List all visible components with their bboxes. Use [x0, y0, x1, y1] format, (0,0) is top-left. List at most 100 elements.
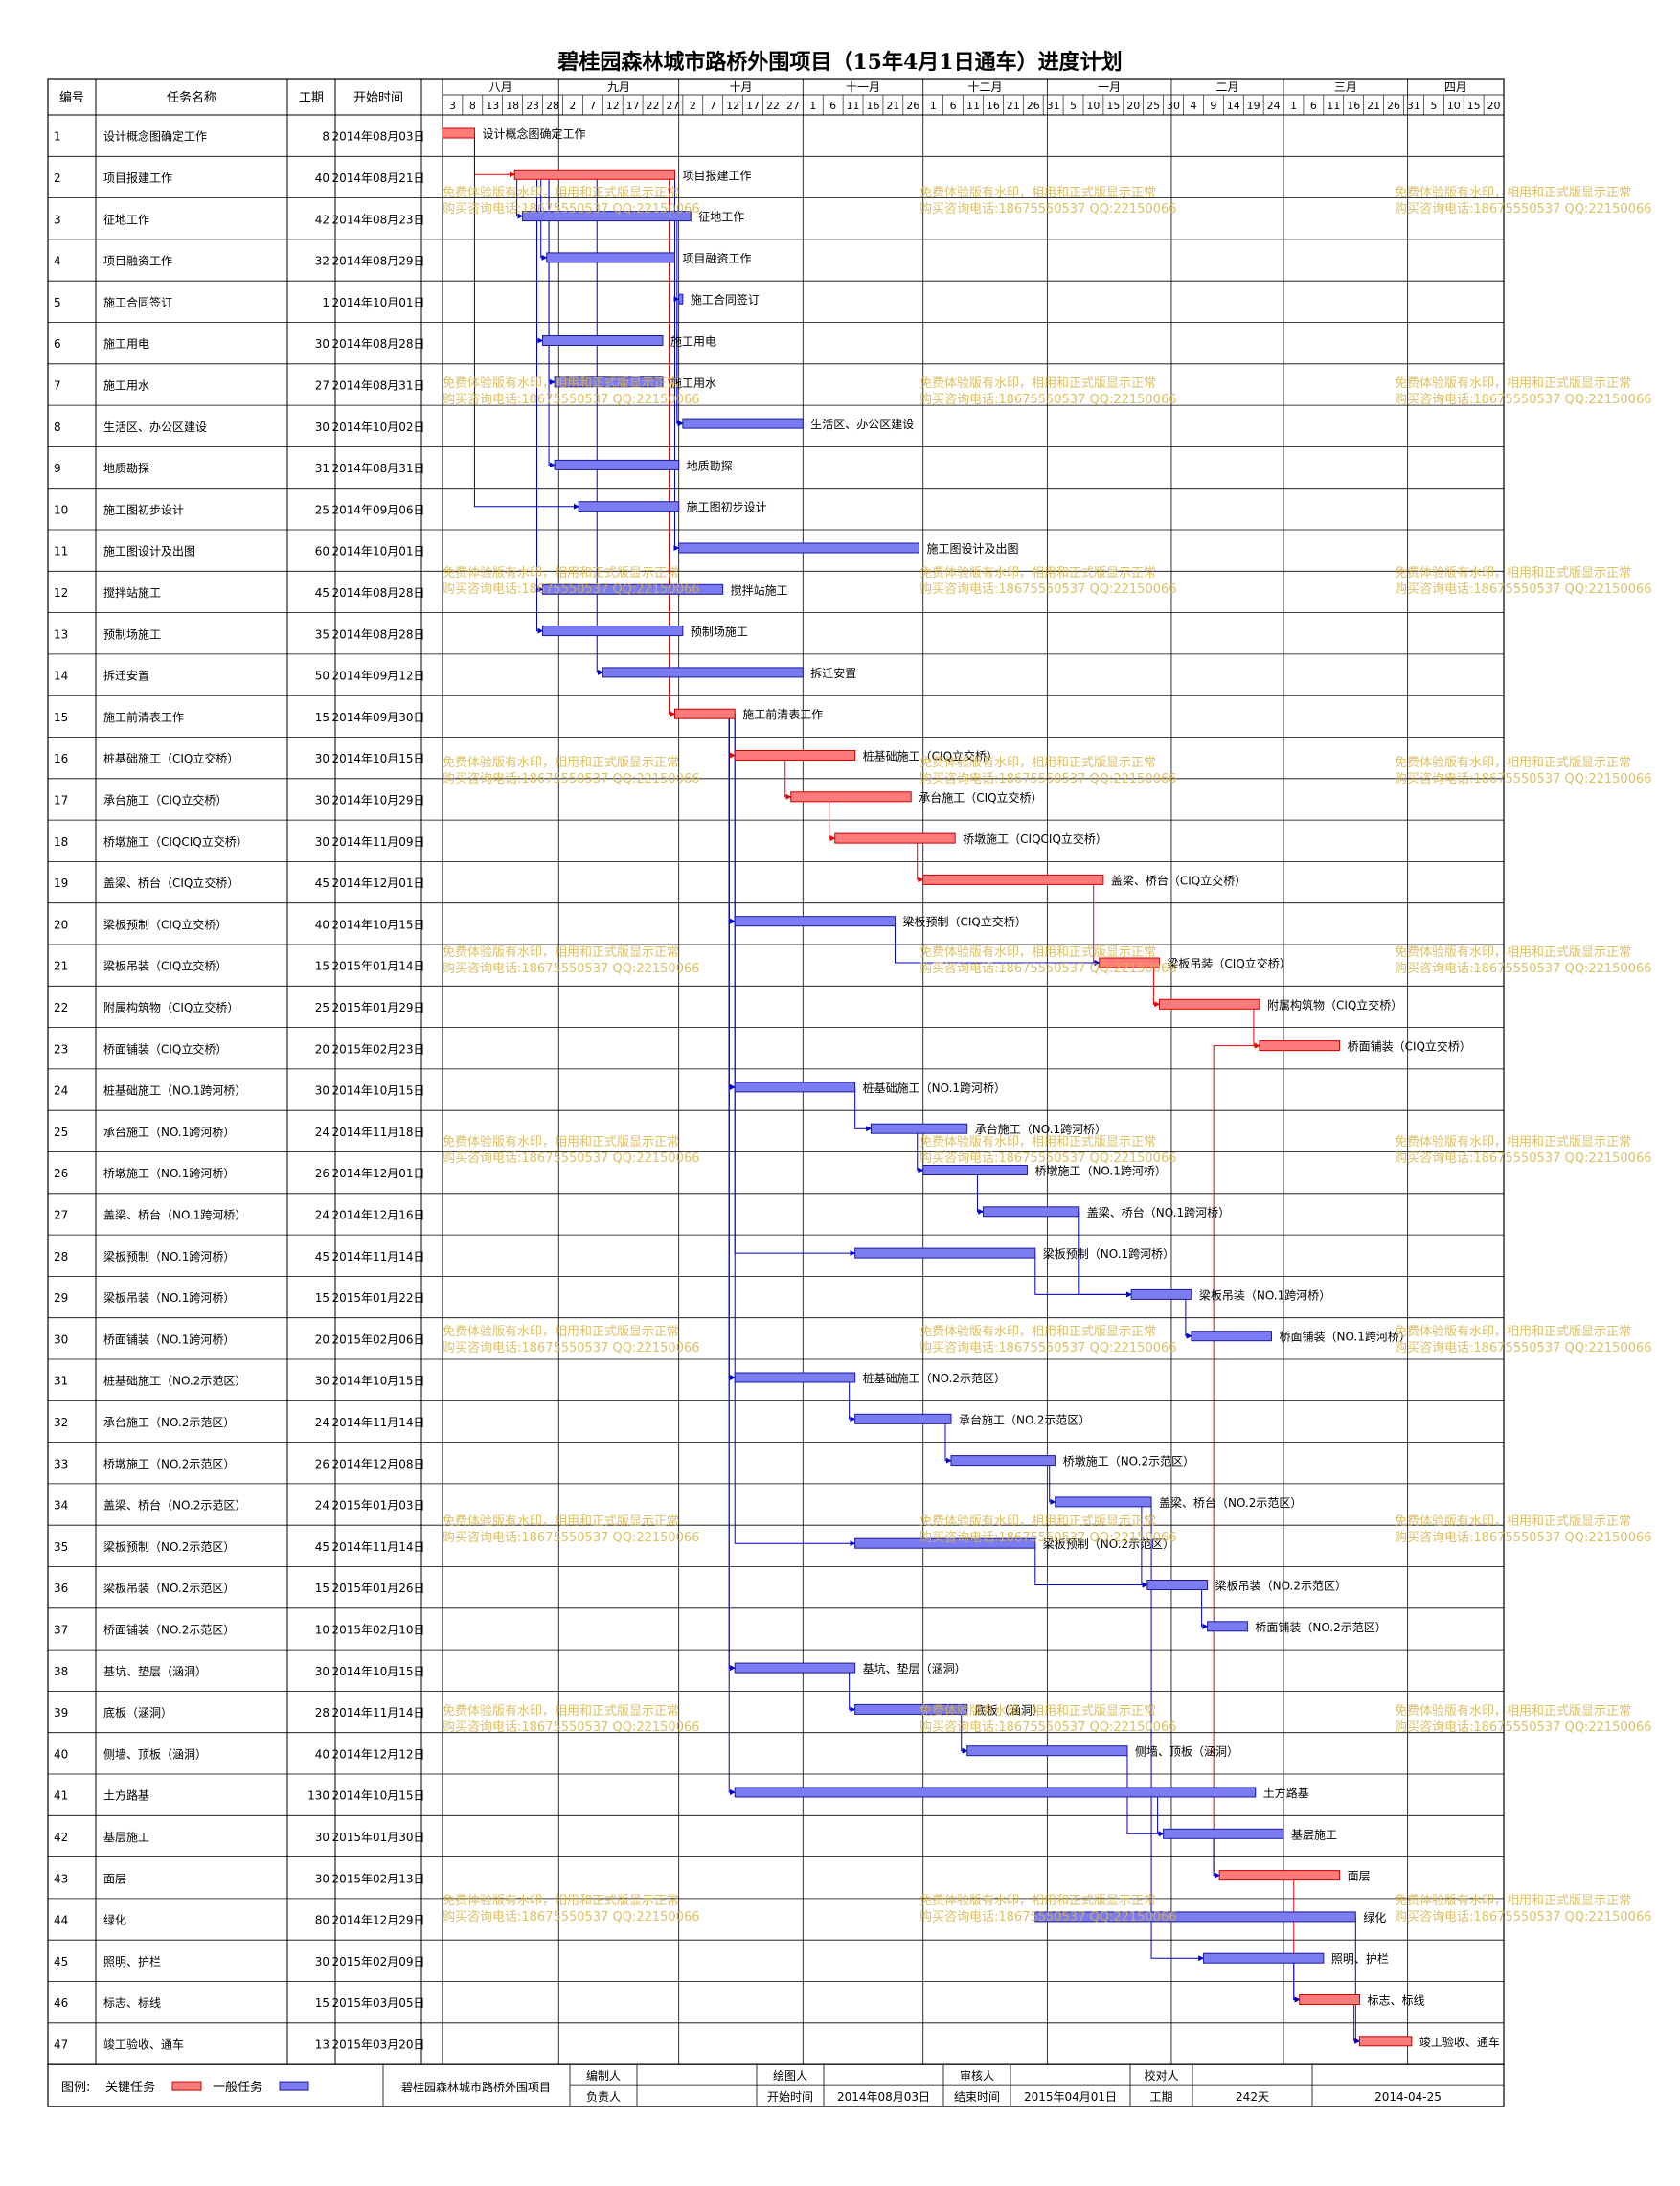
task-bar-label: 盖梁、桥台（NO.1跨河桥）: [1087, 1205, 1230, 1219]
task-start: 2014年08月23日: [331, 213, 424, 226]
footer-reviewer-label: 审核人: [960, 2068, 994, 2083]
task-duration: 40: [315, 171, 329, 185]
day-tick-label: 1: [1290, 100, 1297, 112]
day-tick-label: 5: [1430, 100, 1437, 112]
task-name: 承台施工（NO.1跨河桥）: [103, 1125, 235, 1139]
task-bar-label: 土方路基: [1263, 1786, 1309, 1800]
task-start: 2015年01月29日: [331, 1001, 424, 1014]
day-tick-label: 26: [1387, 100, 1400, 112]
task-name: 征地工作: [103, 213, 149, 226]
watermark-text: 免费体验版有水印，相用和正式版显示正常: [443, 376, 679, 391]
task-duration: 45: [315, 1540, 329, 1554]
task-duration: 30: [315, 421, 329, 434]
task-bar-label: 搅拌站施工: [731, 582, 788, 597]
task-id: 38: [54, 1665, 68, 1678]
footer-end-label: 结束时间: [954, 2090, 1000, 2104]
task-duration: 45: [315, 877, 329, 890]
normal-task-bar: [1163, 1828, 1284, 1839]
watermark-text: 免费体验版有水印，相用和正式版显示正常: [443, 1893, 679, 1908]
task-id: 21: [54, 960, 68, 973]
task-bar-label: 承台施工（CIQ立交桥）: [919, 790, 1042, 805]
task-duration: 45: [315, 586, 329, 600]
day-tick-label: 16: [866, 100, 879, 112]
dependency-link: [944, 1418, 952, 1464]
task-id: 33: [54, 1457, 68, 1470]
task-id: 41: [54, 1789, 68, 1803]
day-tick-label: 1: [809, 100, 816, 112]
task-bar-label: 桥面铺装（CIQ立交桥）: [1348, 1039, 1471, 1054]
task-duration: 28: [315, 1706, 329, 1719]
task-bar-label: 项目融资工作: [683, 252, 752, 265]
dependency-link: [1150, 1501, 1205, 1962]
task-start: 2015年02月10日: [331, 1623, 424, 1636]
header-start: 开始时间: [353, 91, 403, 105]
dependency-link: [728, 713, 736, 759]
normal-task-bar: [734, 1082, 856, 1093]
task-start: 2015年01月03日: [331, 1499, 424, 1513]
dependency-link: [728, 713, 736, 1090]
task-start: 2014年11月09日: [331, 835, 424, 849]
task-name: 梁板吊装（CIQ立交桥）: [103, 959, 227, 973]
task-bar-label: 桥墩施工（CIQCIQ立交桥）: [963, 831, 1107, 846]
month-label: 三月: [1334, 80, 1357, 94]
watermark-text: 购买咨询电话:18675550537 QQ:22150066: [443, 1150, 700, 1166]
task-name: 盖梁、桥台（CIQ立交桥）: [103, 876, 238, 890]
dependency-link: [1034, 1543, 1148, 1588]
normal-task-bar: [1130, 1288, 1192, 1300]
dependency-link: [728, 713, 736, 1795]
footer-date-value: 2014-04-25: [1374, 2090, 1442, 2104]
dependency-link: [473, 133, 579, 510]
watermark-text: 免费体验版有水印，相用和正式版显示正常: [1395, 1893, 1631, 1908]
normal-task-bar: [734, 1787, 1257, 1798]
task-name: 照明、护栏: [103, 1954, 161, 1969]
dependency-link: [784, 755, 855, 800]
dependency-link: [1201, 1584, 1209, 1629]
task-duration: 15: [315, 1291, 329, 1305]
day-tick-label: 28: [546, 100, 559, 112]
task-name: 预制场施工: [103, 627, 161, 641]
task-name: 土方路基: [103, 1788, 149, 1803]
task-bar-label: 设计概念图确定工作: [482, 126, 585, 141]
table-frame: [47, 78, 1505, 2065]
footer-project: 碧桂园森林城市路桥外围项目: [401, 2080, 551, 2094]
watermark-text: 购买咨询电话:18675550537 QQ:22150066: [443, 961, 700, 976]
footer-start-label: 开始时间: [767, 2090, 813, 2104]
watermark-text: 免费体验版有水印，相用和正式版显示正常: [919, 185, 1156, 200]
day-tick-label: 6: [950, 100, 957, 112]
task-duration: 31: [315, 462, 329, 475]
normal-task-bar: [1034, 1911, 1356, 1923]
task-name: 设计概念图确定工作: [103, 129, 207, 144]
critical-task-bar: [513, 169, 676, 180]
watermark-text: 免费体验版有水印，相用和正式版显示正常: [919, 1134, 1156, 1150]
critical-task-bar: [1358, 2036, 1413, 2047]
day-tick-label: 4: [1190, 100, 1196, 112]
watermark-text: 购买咨询电话:18675550537 QQ:22150066: [1395, 771, 1652, 786]
dependency-link: [1253, 1003, 1260, 1049]
task-name: 梁板预制（CIQ立交桥）: [103, 917, 227, 931]
task-duration: 24: [315, 1208, 329, 1221]
task-name: 面层: [103, 1872, 126, 1885]
watermark-text: 免费体验版有水印，相用和正式版显示正常: [919, 945, 1156, 960]
task-id: 27: [54, 1208, 68, 1221]
day-tick-label: 6: [1310, 100, 1317, 112]
watermark-text: 免费体验版有水印，相用和正式版显示正常: [919, 376, 1156, 391]
task-bar-label: 梁板预制（NO.1跨河桥）: [1043, 1246, 1174, 1261]
task-duration: 25: [315, 503, 329, 516]
task-id: 37: [54, 1623, 68, 1636]
critical-task-bar: [922, 874, 1104, 885]
dependency-link: [1185, 1293, 1192, 1339]
task-id: 4: [54, 255, 61, 268]
normal-task-bar: [1191, 1331, 1272, 1342]
task-bar-label: 桥面铺装（NO.1跨河桥）: [1279, 1331, 1410, 1344]
task-id: 20: [54, 918, 68, 931]
footer-end-value: 2015年04月01日: [1024, 2090, 1117, 2104]
task-name: 施工图设计及出图: [103, 545, 195, 558]
day-tick-label: 5: [1070, 100, 1077, 112]
task-duration: 27: [315, 378, 329, 392]
task-id: 34: [54, 1499, 68, 1513]
watermark-text: 免费体验版有水印，相用和正式版显示正常: [443, 1514, 679, 1529]
day-tick-label: 10: [1447, 100, 1461, 112]
day-tick-label: 9: [1210, 100, 1216, 112]
watermark-text: 购买咨询电话:18675550537 QQ:22150066: [1395, 1150, 1652, 1166]
task-name: 梁板预制（NO.1跨河桥）: [103, 1249, 235, 1264]
